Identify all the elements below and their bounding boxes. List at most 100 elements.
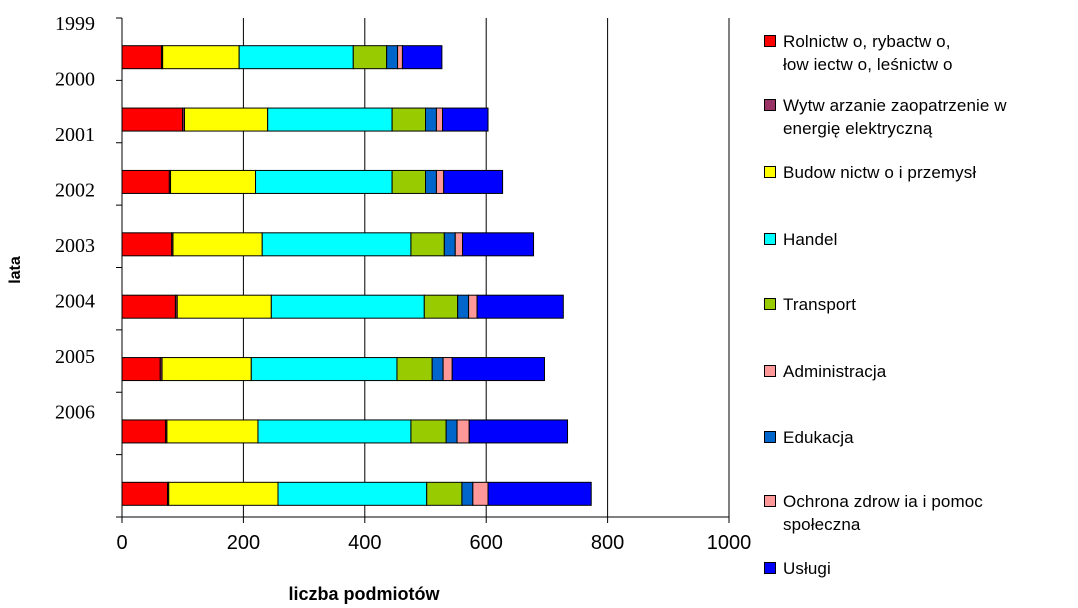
bar-segment [352,45,388,70]
bar-segment [162,45,240,70]
bar-segment [443,232,456,257]
bar-segment [435,169,445,194]
bar-segment [168,481,279,506]
legend-swatch [764,166,776,178]
legend-label: Wytw arzanie zaopatrzenie w energię elek… [783,96,1007,138]
legend-item: Edukacja [764,426,854,449]
legend-label: Administracja [783,362,887,381]
bar-segment [468,419,569,444]
y-tick-label: 2003 [55,235,95,257]
x-tick-label: 600 [470,532,503,554]
bar-segment [270,294,425,319]
legend-swatch [764,99,776,111]
bar-segment [457,294,470,319]
bar-segment [166,419,259,444]
bar-segment [468,294,478,319]
bar-segment [250,357,398,382]
legend-swatch [764,562,776,574]
y-tick-label: 1999 [55,13,95,35]
bar-segment [267,107,393,132]
legend-swatch [764,298,776,310]
bar-segment [425,169,437,194]
bar-segment [461,481,474,506]
bar-segment [487,481,592,506]
bar-segment [451,357,545,382]
bar-segment [184,107,269,132]
legend-swatch [764,431,776,443]
x-tick-label: 1000 [707,532,752,554]
bar-segment [172,232,263,257]
bar-segment [410,232,445,257]
legend-label: Rolnictw o, rybactw o, łow iectw o, leśn… [783,32,953,74]
legend-label: Ochrona zdrow ia i pomoc społeczna [783,492,983,534]
y-tick-label: 2001 [55,124,95,146]
bar-segment [121,294,176,319]
axis-layer: 0 200 400 600 800 1000 1999 2000 2001 2002 2003 200… [55,13,751,554]
legend-item: Ochrona zdrow ia i pomoc społeczna [764,490,983,536]
bar-segment [121,232,173,257]
y-tick-label: 2004 [55,291,95,313]
legend-label: Handel [783,230,838,249]
bar-segment [431,357,444,382]
bar-segment [396,357,433,382]
bar-segment [441,107,489,132]
legend-item: Budow nictw o i przemysł [764,161,976,184]
legend: Rolnictw o, rybactw o, łow iectw o, leśn… [764,0,1078,608]
bar-segment [121,357,161,382]
bar-segment [257,419,412,444]
legend-label: Transport [783,295,857,314]
y-tick-label: 2005 [55,346,95,368]
bar-segment [442,357,453,382]
bar-segment [472,481,489,506]
legend-label: Budow nictw o i przemysł [783,163,977,182]
bar-segment [161,357,252,382]
bar-segment [426,481,463,506]
bar-segment [410,419,447,444]
y-tick-label: 2006 [55,402,95,424]
bar-segment [476,294,564,319]
bar-segment [121,481,169,506]
bar-segment [456,419,470,444]
legend-swatch [764,233,776,245]
bar-segment [401,45,443,70]
x-tick-label: 0 [116,532,127,554]
bars-layer [121,45,592,506]
chart: 0 200 400 600 800 1000 1999 2000 2001 2002 2003 200… [7,13,751,604]
legend-item: Administracja [764,360,886,383]
legend-item: Wytw arzanie zaopatrzenie w energię elek… [764,94,1007,140]
bar-segment [423,294,459,319]
bar-segment [121,45,162,70]
legend-item: Handel [764,228,837,251]
bar-segment [391,107,426,132]
legend-item: Transport [764,293,856,316]
bar-segment [454,232,464,257]
legend-swatch [764,365,776,377]
y-tick-label: 2002 [55,180,95,202]
y-axis-title: lata [7,256,24,284]
bar-segment [425,107,437,132]
bar-segment [397,45,403,70]
bar-segment [277,481,428,506]
x-axis-title: liczba podmiotów [289,584,441,604]
x-tick-label: 800 [591,532,624,554]
bar-segment [121,419,167,444]
legend-swatch [764,495,776,507]
bar-segment [176,294,272,319]
bar-segment [121,169,170,194]
bar-segment [238,45,354,70]
legend-label: Edukacja [783,428,854,447]
bar-segment [443,169,504,194]
bar-segment [170,169,257,194]
y-tick-label: 2000 [55,69,95,91]
legend-swatch [764,35,776,47]
x-tick-label: 400 [348,532,381,554]
legend-label: Usługi [783,559,831,578]
bar-segment [445,419,458,444]
bar-segment [462,232,535,257]
bar-segment [121,107,184,132]
bar-segment [391,169,426,194]
legend-item: Rolnictw o, rybactw o, łow iectw o, leśn… [764,30,953,76]
bar-segment [435,107,443,132]
bar-segment [386,45,399,70]
bar-segment [261,232,412,257]
